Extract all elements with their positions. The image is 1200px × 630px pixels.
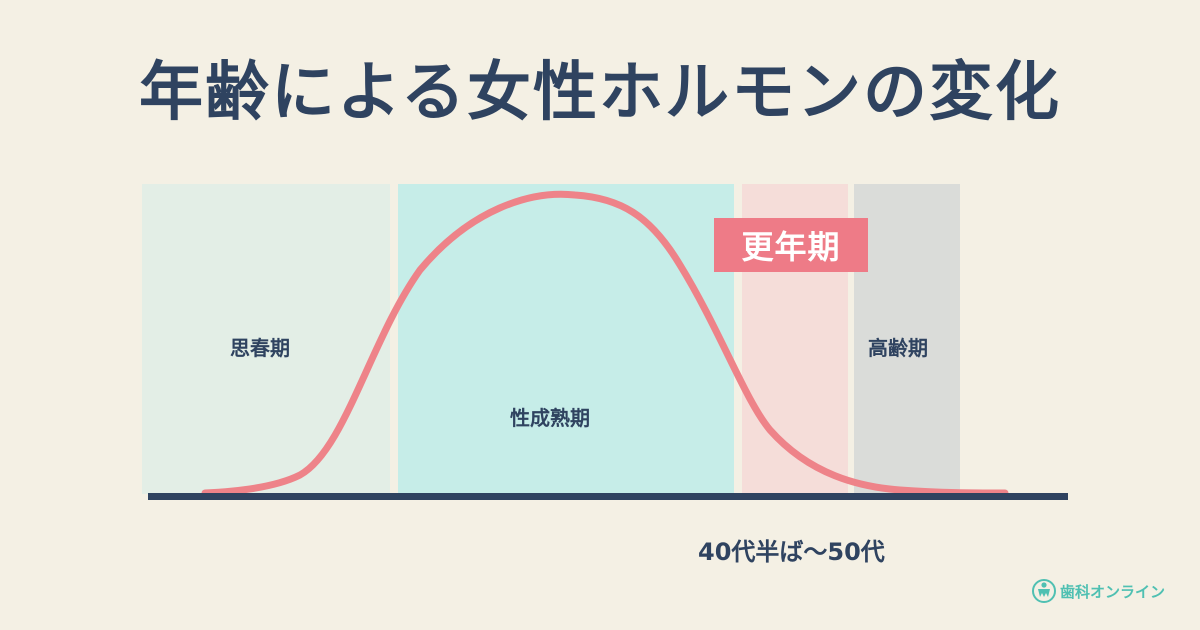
tooth-person-icon: [1032, 579, 1056, 603]
page-title: 年齢による女性ホルモンの変化: [138, 56, 1062, 130]
menopause-badge: 更年期: [714, 218, 868, 272]
phase-label-elderly: 高齢期: [868, 336, 928, 360]
age-range-note: 40代半ば〜50代: [698, 538, 885, 566]
site-logo[interactable]: 歯科オンライン: [1032, 578, 1165, 604]
phase-band-elderly: [854, 184, 960, 494]
baseline-axis: [148, 493, 1068, 500]
phase-band-puberty: [142, 184, 390, 494]
phase-band-mature: [398, 184, 734, 494]
phase-label-mature: 性成熟期: [510, 406, 590, 430]
hormone-curve: [201, 190, 1009, 497]
phase-label-puberty: 思春期: [230, 336, 290, 360]
logo-text: 歯科オンライン: [1060, 582, 1166, 601]
